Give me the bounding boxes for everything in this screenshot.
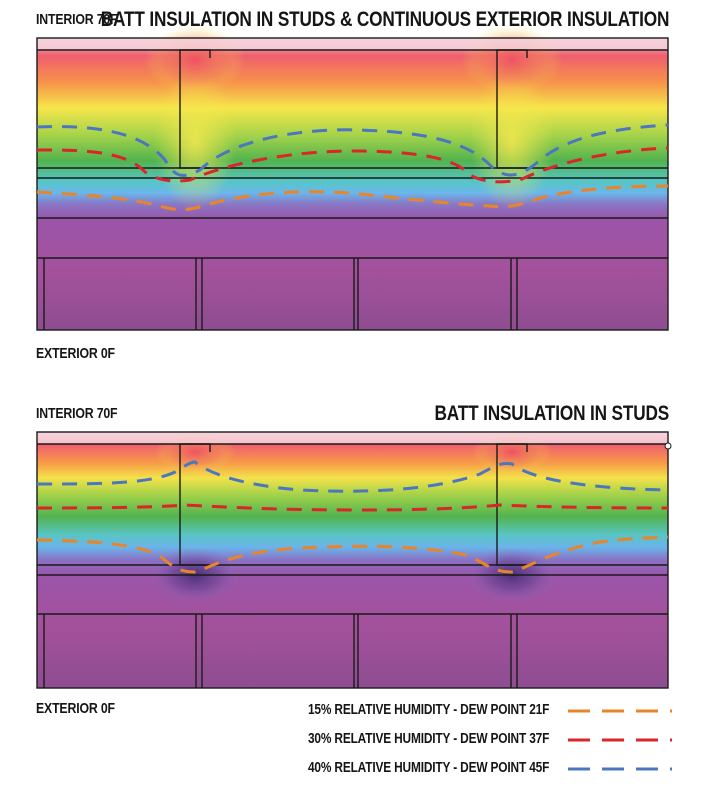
- legend-label-40: 40% RELATIVE HUMIDITY - DEW POINT 45F: [307, 760, 549, 776]
- bottom-exterior-label: EXTERIOR 0F: [36, 700, 115, 717]
- top-curve-40: [36, 123, 669, 177]
- bottom-interior-label: INTERIOR 70F: [36, 405, 118, 422]
- top-interior-label: INTERIOR 70F: [36, 11, 118, 28]
- legend-swatches: [568, 709, 672, 771]
- legend-label-15: 15% RELATIVE HUMIDITY - DEW POINT 21F: [307, 702, 549, 718]
- top-curve-30: [36, 146, 669, 184]
- top-exterior-label: EXTERIOR 0F: [36, 345, 115, 362]
- top-curve-15: [36, 184, 669, 212]
- top-wall-section: [36, 25, 669, 331]
- bottom-wall-section: [36, 430, 672, 689]
- legend-label-30: 30% RELATIVE HUMIDITY - DEW POINT 37F: [307, 731, 549, 747]
- bottom-curve-15: [36, 535, 669, 574]
- bottom-title: BATT INSULATION IN STUDS: [434, 402, 669, 425]
- top-title: BATT INSULATION IN STUDS & CONTINUOUS EX…: [100, 8, 670, 31]
- bottom-curve-40: [36, 460, 669, 493]
